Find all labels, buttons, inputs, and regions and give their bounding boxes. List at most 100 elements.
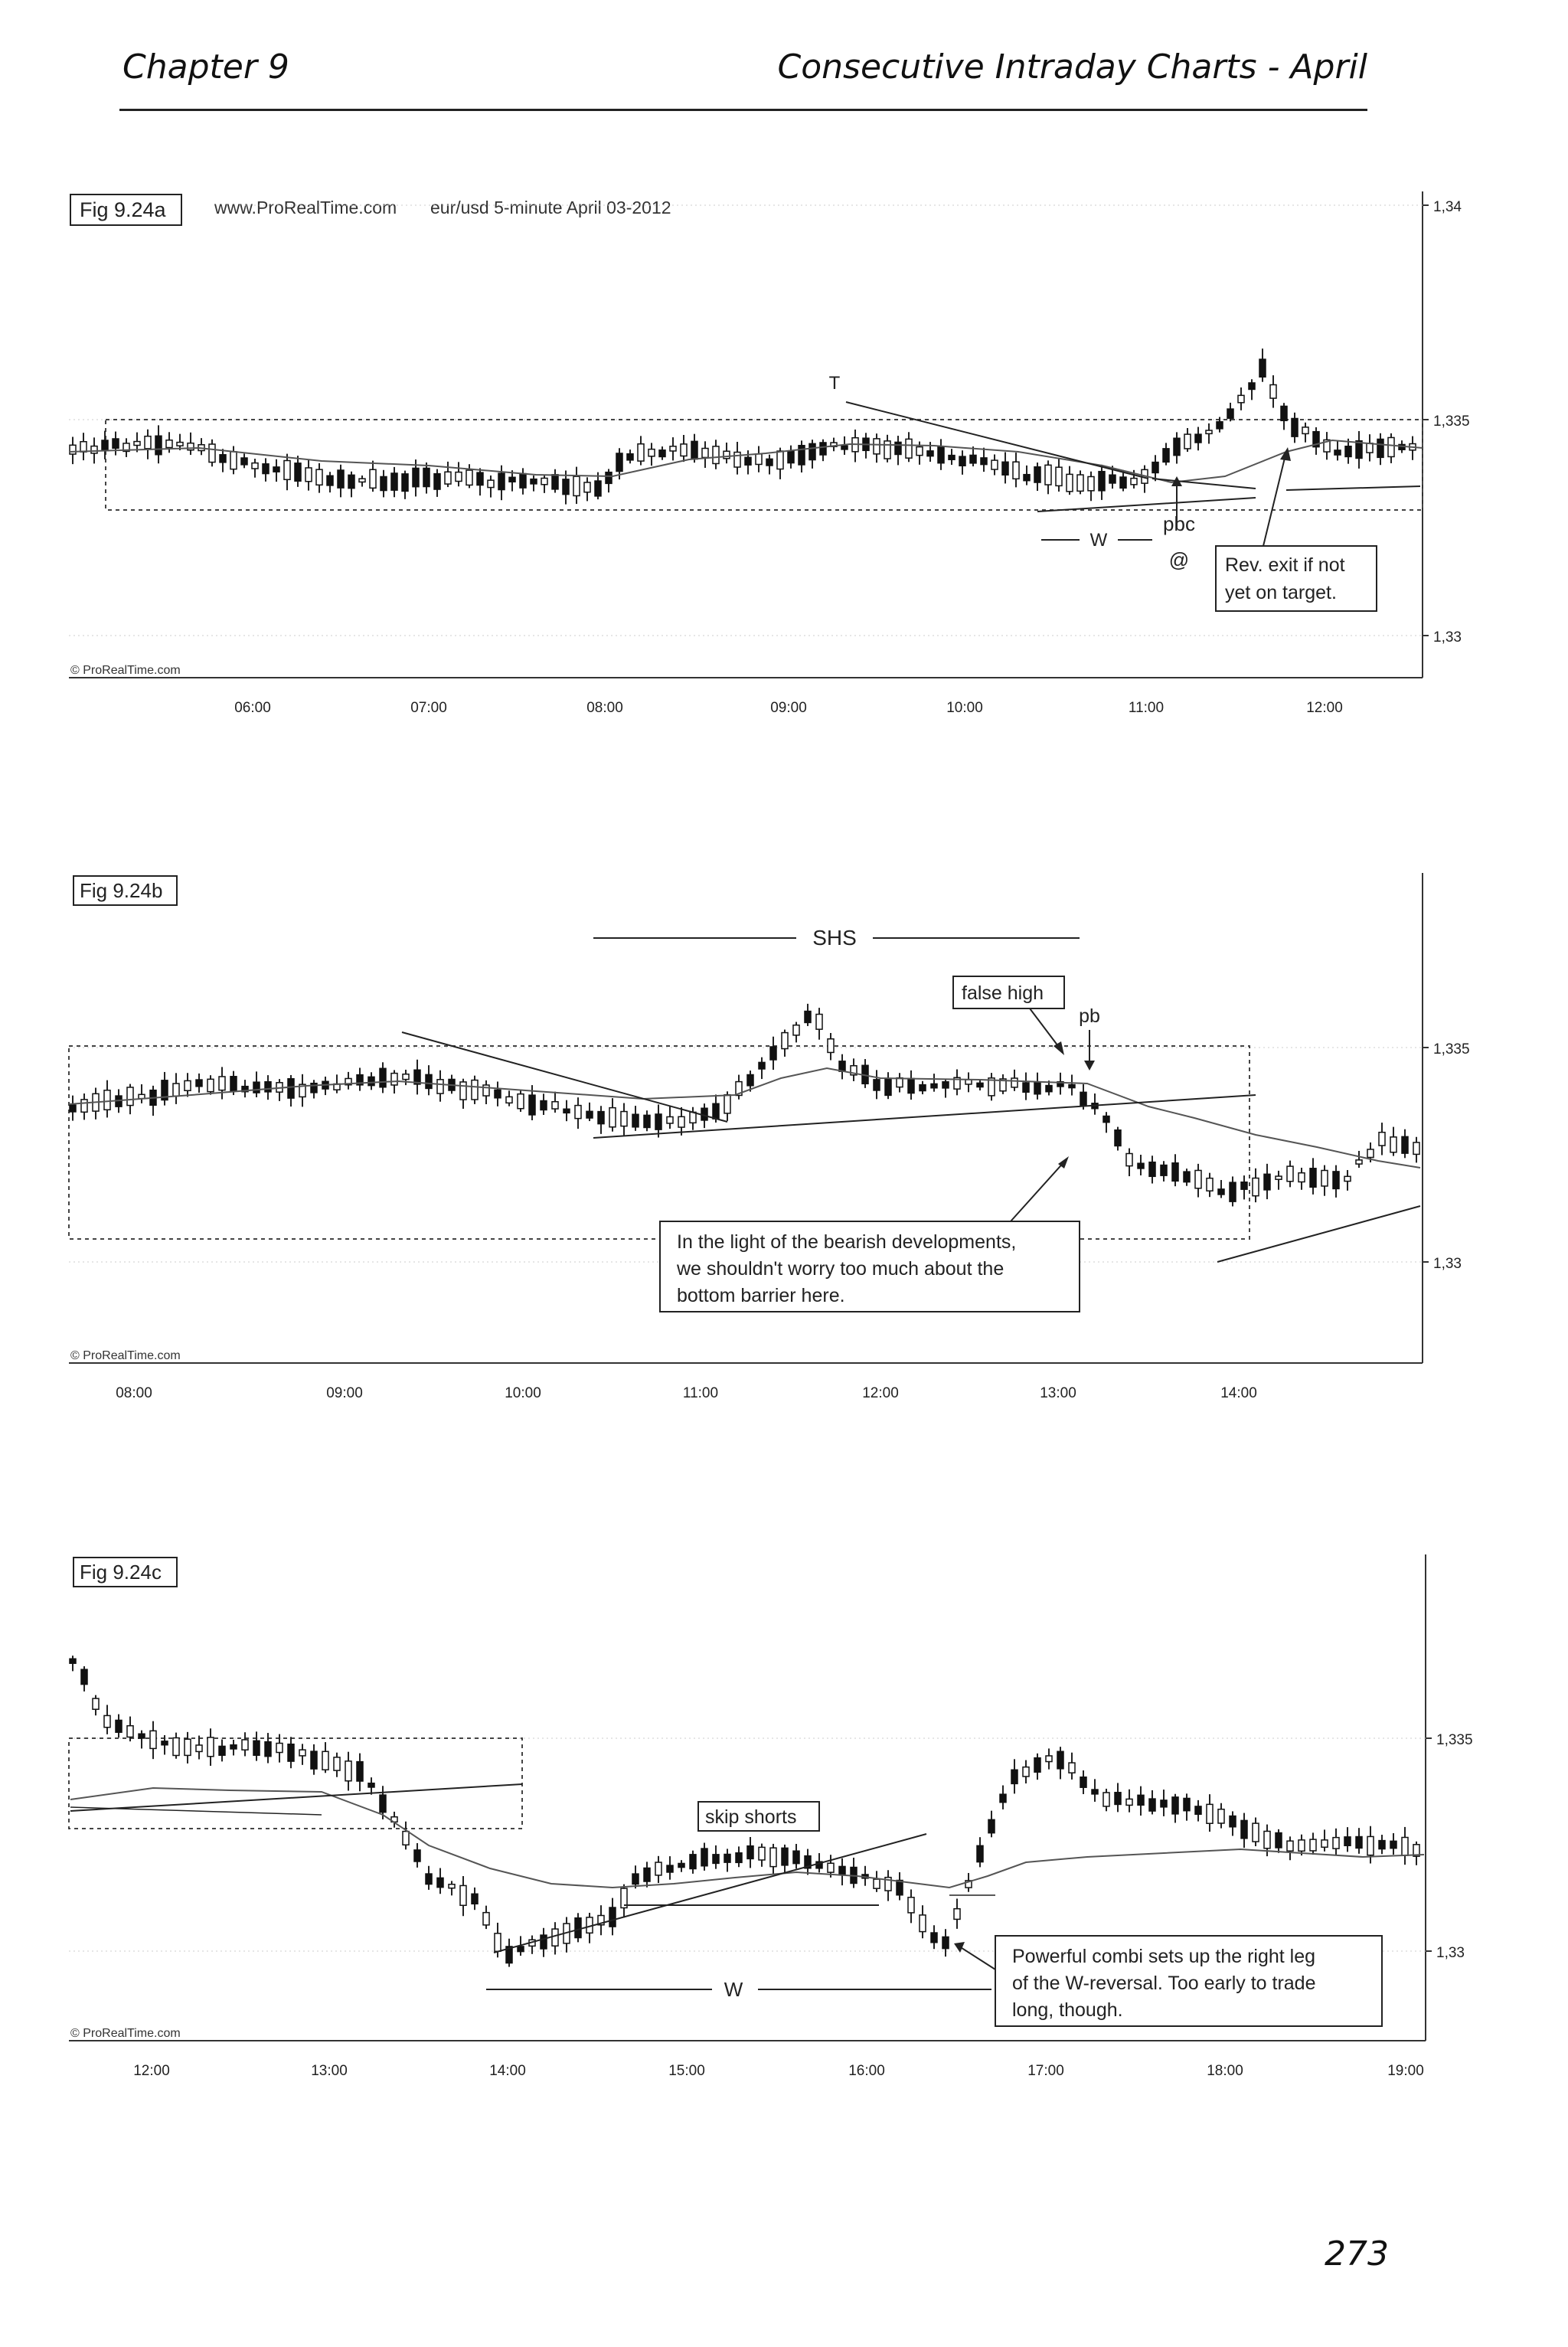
candle-body (959, 456, 966, 466)
candle-body (1252, 1822, 1259, 1842)
candle-body (273, 466, 280, 472)
candle-body (776, 450, 784, 470)
candle-body (1259, 358, 1266, 378)
candle-body (701, 447, 709, 459)
arrow-head (1280, 447, 1291, 461)
candle-body (1068, 1084, 1076, 1089)
candle-body (1280, 405, 1288, 422)
candle-body (841, 445, 848, 450)
candle-body (1148, 1798, 1156, 1812)
candle-body (643, 1867, 651, 1882)
candle-body (80, 440, 87, 453)
candle-body (264, 1741, 272, 1757)
candle-body (1344, 1836, 1351, 1847)
candle-body (1401, 1836, 1409, 1856)
chart-source: www.ProRealTime.com (214, 198, 397, 217)
candle-body (850, 1065, 858, 1076)
candle-body (574, 1917, 582, 1939)
candle-body (69, 1104, 77, 1113)
candle-body (551, 1928, 559, 1947)
candle-body (1194, 1169, 1202, 1189)
candle-body (517, 1946, 524, 1953)
candle-body (348, 474, 355, 489)
x-tick: 19:00 (1387, 2063, 1424, 2079)
annotation-box-line: long, though. (1012, 1999, 1123, 2021)
candle-body (701, 1848, 708, 1867)
candle-body (172, 1737, 180, 1757)
chart-watermark: © ProRealTime.com (70, 1349, 181, 1362)
candle-body (207, 1737, 214, 1757)
candle-body (172, 1083, 180, 1097)
candle-body (609, 1907, 616, 1927)
candle-body (1066, 473, 1073, 492)
candle-body (122, 443, 130, 453)
arrow-head (1171, 476, 1182, 486)
candle-body (758, 1846, 766, 1861)
candle-body (724, 1094, 731, 1114)
candle-body (655, 1113, 662, 1130)
candle-body (666, 1116, 674, 1124)
x-tick: 17:00 (1027, 2063, 1064, 2079)
candle-body (241, 1739, 249, 1750)
candle-body (733, 451, 741, 468)
candle-body (616, 453, 623, 472)
candle-body (1355, 440, 1363, 459)
candle-body (1130, 477, 1138, 485)
candle-body (413, 1849, 421, 1862)
moving-average (70, 1786, 1425, 1889)
candle-body (115, 1719, 122, 1733)
candle-body (1068, 1762, 1076, 1773)
annotation-shs: SHS (812, 926, 857, 950)
candle-body (230, 1076, 237, 1092)
candle-body (1275, 1175, 1282, 1180)
candle-body (1227, 408, 1234, 419)
candle-body (969, 454, 977, 464)
candle-body (149, 1730, 157, 1750)
chapter-label: Chapter 9 (122, 47, 289, 87)
candle-body (1321, 1169, 1328, 1187)
candle-body (746, 1074, 754, 1087)
candle-body (251, 462, 259, 469)
candle-body (930, 1932, 938, 1943)
candle-body (390, 1072, 398, 1086)
candle-body (253, 1081, 260, 1093)
candle-body (444, 471, 452, 485)
candle-body (1102, 1792, 1110, 1807)
candle-body (1229, 1815, 1236, 1828)
candle-body (345, 1077, 352, 1086)
candle-body (746, 1845, 754, 1860)
candle-body (1109, 474, 1116, 484)
candle-body (253, 1740, 260, 1756)
candle-body (459, 1081, 467, 1100)
candle-body (241, 1085, 249, 1093)
candle-body (276, 1742, 283, 1754)
candle-body (264, 1080, 272, 1093)
candle-body (423, 467, 430, 488)
candle-body (310, 1750, 318, 1770)
candle-body (1378, 1839, 1386, 1850)
x-tick: 08:00 (116, 1385, 152, 1401)
candle-body (755, 453, 763, 466)
candle-body (1377, 438, 1384, 459)
candle-body (980, 457, 988, 466)
candle-body (1011, 1077, 1018, 1088)
candle-body (1401, 1136, 1409, 1154)
candle-body (884, 1077, 892, 1097)
candle-body (80, 1099, 88, 1113)
candle-body (1413, 1844, 1420, 1857)
annotation-at: @ (1169, 548, 1189, 571)
candle-body (184, 1738, 191, 1757)
candle-body (1344, 1175, 1351, 1182)
candle-body (69, 444, 77, 455)
candle-body (1148, 1161, 1156, 1178)
candle-body (1206, 1177, 1214, 1191)
candle-body (126, 1087, 134, 1106)
candle-body (680, 443, 688, 457)
candle-body (1229, 1182, 1236, 1202)
candle-body (1160, 1164, 1168, 1176)
candle-body (626, 453, 634, 461)
annotation-box (659, 1221, 1080, 1312)
candle-body (294, 463, 302, 482)
candle-body (1183, 1797, 1191, 1812)
candle-body (896, 1879, 903, 1896)
